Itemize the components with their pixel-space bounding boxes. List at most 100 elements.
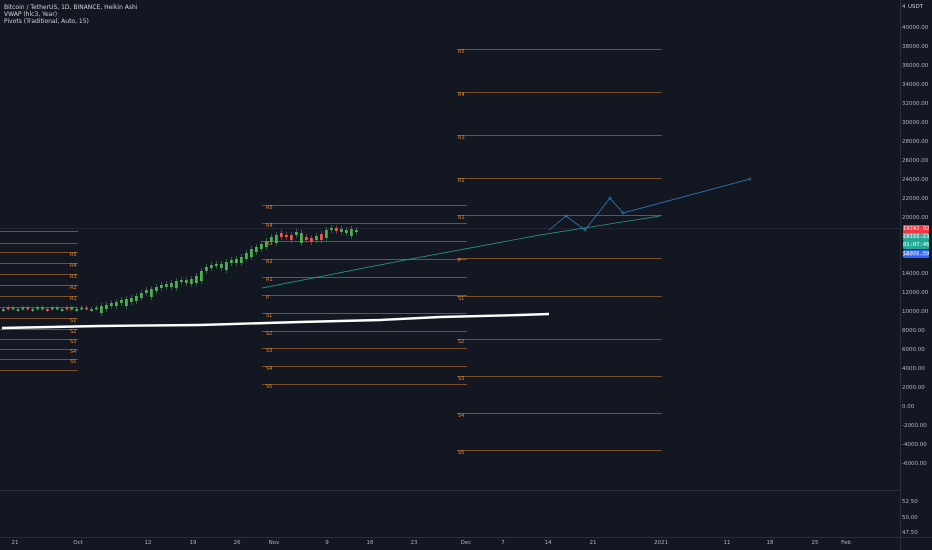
candle xyxy=(235,259,238,263)
candle xyxy=(155,287,158,291)
candle xyxy=(80,307,83,310)
time-tick: 25 xyxy=(811,540,819,546)
price-tick: 24000.00 xyxy=(902,176,929,183)
candle xyxy=(51,307,54,310)
candle xyxy=(125,299,128,306)
oscillator-tick: 52.50 xyxy=(902,499,918,505)
price-tick: 4 xyxy=(902,4,906,10)
candle xyxy=(110,303,113,306)
pivot-label-s2: S2 xyxy=(70,329,76,335)
candle xyxy=(285,235,288,237)
pivot-label-r3: R3 xyxy=(70,274,77,280)
trend-line xyxy=(261,215,661,289)
candle xyxy=(230,260,233,263)
candle xyxy=(345,230,348,233)
pivot-label-p: P xyxy=(70,307,73,313)
projection-point xyxy=(608,196,612,200)
projection-point xyxy=(748,177,752,181)
candle xyxy=(11,307,15,310)
time-tick: 9 xyxy=(325,540,329,546)
price-tick: 20000.00 xyxy=(902,214,929,221)
candle xyxy=(65,307,69,310)
time-tick: Dec xyxy=(460,540,472,546)
candle xyxy=(135,296,138,301)
time-tick: 21 xyxy=(11,540,19,546)
time-tick: 14 xyxy=(544,540,552,546)
pivot-label-s5: S5 xyxy=(266,384,272,390)
pivot-label-s1: S1 xyxy=(70,318,76,324)
projection-path xyxy=(548,178,751,231)
currency-label[interactable]: USDT xyxy=(908,4,924,10)
candle xyxy=(90,309,93,311)
price-tick: -4000.00 xyxy=(902,441,927,448)
pivots-indicator-label[interactable]: Pivots (Traditional, Auto, 15) xyxy=(4,18,89,26)
pivot-label-s4: S4 xyxy=(458,413,464,419)
price-tick: 26000.00 xyxy=(902,157,929,164)
candle xyxy=(250,249,253,257)
candle xyxy=(255,247,258,252)
candle xyxy=(16,309,20,311)
price-tick: 14000.00 xyxy=(902,271,929,278)
oscillator-tick: 50.00 xyxy=(902,514,918,521)
candle xyxy=(215,264,218,266)
pivot-label-r2: R2 xyxy=(266,259,273,265)
candle xyxy=(21,307,25,310)
candle xyxy=(300,233,303,243)
time-tick: 11 xyxy=(723,540,731,546)
candle xyxy=(6,307,10,310)
pivot-label-r2: R2 xyxy=(70,285,77,291)
price-tick: 2000.00 xyxy=(902,385,925,392)
pivot-label-s3: S3 xyxy=(266,348,272,354)
candle xyxy=(290,235,293,240)
candle xyxy=(320,234,323,240)
price-tick: 40000.00 xyxy=(902,25,929,31)
candle xyxy=(150,289,153,297)
projection-point xyxy=(564,214,568,218)
price-tick: -6000.00 xyxy=(902,460,927,467)
pivot-label-r4: R4 xyxy=(458,92,465,98)
candle xyxy=(180,280,183,282)
chart-legend: Bitcoin / TetherUS, 1D, BINANCE, Heikin … xyxy=(4,4,138,26)
candle xyxy=(195,276,198,283)
time-tick: 26 xyxy=(233,540,241,546)
price-tick: -2000.00 xyxy=(902,422,927,429)
price-tick: 8000.00 xyxy=(902,328,925,335)
price-tick: 6000.00 xyxy=(902,347,925,354)
price-tag-countdown: 01:07:46 xyxy=(903,241,930,249)
symbol-title[interactable]: Bitcoin / TetherUS, 1D, BINANCE, Heikin … xyxy=(4,4,138,11)
candle xyxy=(355,230,358,232)
price-tick: 36000.00 xyxy=(902,62,929,69)
candle xyxy=(2,309,5,311)
candle xyxy=(175,281,178,288)
time-tick: 19 xyxy=(189,540,197,546)
price-tick: 38000.00 xyxy=(902,43,929,50)
candle xyxy=(330,228,333,230)
candle xyxy=(140,293,143,298)
candle xyxy=(160,285,163,288)
pivot-label-r2: R2 xyxy=(458,178,465,184)
candle xyxy=(245,253,248,259)
pivot-label-p: P xyxy=(266,295,269,301)
time-tick: Oct xyxy=(73,540,83,546)
pivot-label-r5: R5 xyxy=(458,49,465,55)
candle xyxy=(31,309,34,311)
time-tick: Nov xyxy=(268,540,280,546)
candle xyxy=(46,309,49,311)
price-tick: 32000.00 xyxy=(902,100,929,107)
candle xyxy=(350,229,353,236)
pivot-label-s1: S1 xyxy=(458,296,464,302)
vwap-line xyxy=(1,312,550,330)
oscillator-tick: 47.50 xyxy=(902,530,918,536)
pivot-label-s3: S3 xyxy=(70,339,76,345)
candle xyxy=(55,307,59,310)
pivot-label-r5: R5 xyxy=(70,252,77,258)
price-tick: 28000.00 xyxy=(902,138,929,145)
projection-point xyxy=(621,211,625,215)
candle xyxy=(240,257,243,263)
vwap-indicator-label[interactable]: VWAP (hlc3, Year) xyxy=(4,11,58,19)
candle xyxy=(275,235,278,243)
price-tick: 10000.00 xyxy=(902,309,929,316)
candle xyxy=(165,284,168,287)
pivot-label-s5: S5 xyxy=(458,450,464,456)
